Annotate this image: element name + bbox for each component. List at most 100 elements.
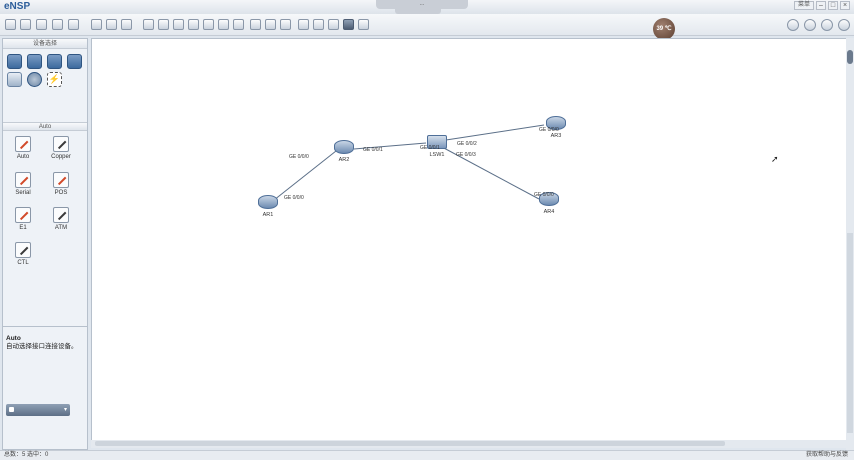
delete-icon[interactable] — [173, 19, 184, 30]
router-icon — [334, 140, 354, 154]
ctl-cable-icon — [15, 242, 31, 258]
undo-icon[interactable] — [106, 19, 117, 30]
node-label-ar1: AR1 — [262, 212, 274, 218]
copper-cable-icon — [53, 136, 69, 152]
move-icon[interactable] — [158, 19, 169, 30]
node-label-lsw1: LSW1 — [429, 152, 445, 158]
cpu-temperature-badge: 39 ℃ — [653, 18, 675, 40]
palette-icon[interactable] — [233, 19, 244, 30]
port-label: GE 0/0/1 — [363, 147, 383, 153]
cable-description-title: Auto — [6, 335, 21, 342]
router-ar3[interactable]: AR3 — [546, 116, 566, 139]
router-ar1[interactable]: AR1 — [258, 195, 278, 218]
switch-category-icon[interactable] — [27, 54, 42, 69]
zoom-out-icon[interactable] — [265, 19, 276, 30]
switch-icon — [427, 135, 447, 149]
menu-button[interactable]: 菜单 — [794, 1, 814, 10]
link-lsw1-ar4[interactable] — [441, 146, 540, 200]
pos-cable-icon — [53, 172, 69, 188]
minimize-button[interactable]: – — [816, 1, 826, 10]
new-lab-icon[interactable] — [20, 19, 31, 30]
new-topology-icon[interactable] — [5, 19, 16, 30]
zoom-fit-icon[interactable] — [280, 19, 291, 30]
start-device-icon[interactable] — [298, 19, 309, 30]
cable-pos[interactable]: POS — [43, 172, 79, 196]
cable-pos-label: POS — [54, 190, 68, 196]
print-icon[interactable] — [91, 19, 102, 30]
cable-e1-label: E1 — [19, 225, 27, 231]
open-icon[interactable] — [36, 19, 47, 30]
device-panel: 设备选择 ⚡ Auto Auto Copper Serial POS E1 AT… — [2, 38, 88, 450]
toolbar: 39 ℃ — [0, 14, 854, 40]
forum-icon[interactable] — [804, 19, 816, 31]
firewall-category-icon[interactable] — [67, 54, 82, 69]
select-icon[interactable] — [143, 19, 154, 30]
router-ar4[interactable]: AR4 — [539, 192, 559, 215]
wlan-category-icon[interactable] — [47, 54, 62, 69]
panel-dropdown[interactable]: ▾ — [6, 404, 70, 416]
atm-cable-icon — [53, 207, 69, 223]
cable-serial[interactable]: Serial — [5, 172, 41, 196]
router-ar2[interactable]: AR2 — [334, 140, 354, 163]
cable-atm[interactable]: ATM — [43, 207, 79, 231]
auto-cable-icon — [15, 136, 31, 152]
cable-copper-label: Copper — [51, 154, 71, 160]
zoom-in-icon[interactable] — [250, 19, 261, 30]
maximize-button[interactable]: □ — [828, 1, 838, 10]
status-bar: 总数：5 选中：0 获取帮助与反馈 — [0, 450, 854, 460]
rectangle-icon[interactable] — [218, 19, 229, 30]
cable-atm-label: ATM — [54, 225, 68, 231]
cable-category-icon[interactable]: ⚡ — [47, 72, 62, 87]
topology-canvas[interactable]: AR1 AR2 LSW1 AR3 AR4 GE 0/0/0 GE 0/0/0 G… — [91, 38, 847, 442]
save-as-icon[interactable] — [68, 19, 79, 30]
capture-icon[interactable] — [328, 19, 339, 30]
settings-icon[interactable] — [838, 19, 850, 31]
port-label: GE 0/0/0 — [284, 195, 304, 201]
cable-auto-label: Auto — [16, 154, 30, 160]
cable-ctl[interactable]: CTL — [5, 242, 41, 266]
help-icon[interactable] — [787, 19, 799, 31]
huawei-icon[interactable] — [821, 19, 833, 31]
router-icon — [539, 192, 559, 206]
vertical-scroll-thumb[interactable] — [847, 50, 853, 64]
vertical-scrollbar[interactable] — [846, 38, 854, 450]
save-icon[interactable] — [52, 19, 63, 30]
close-button[interactable]: × — [840, 1, 850, 10]
cloud-category-icon[interactable] — [27, 72, 42, 87]
text-icon[interactable] — [203, 19, 214, 30]
vertical-scroll-track[interactable] — [847, 233, 853, 433]
cable-auto[interactable]: Auto — [5, 136, 41, 160]
link-ar2-lsw1[interactable] — [353, 142, 427, 150]
topology-icon[interactable] — [358, 19, 369, 30]
switch-lsw1[interactable]: LSW1 — [427, 135, 447, 158]
device-category-grid: ⚡ — [3, 49, 87, 92]
horizontal-scroll-thumb[interactable] — [95, 441, 725, 446]
pc-category-icon[interactable] — [7, 72, 22, 87]
router-icon — [546, 116, 566, 130]
chevron-down-icon: ▾ — [63, 407, 67, 413]
title-bar: eNSP ... 菜单 – □ × — [0, 0, 854, 14]
link-lsw1-ar3[interactable] — [445, 124, 545, 141]
help-feedback-link[interactable]: 获取帮助与反馈 — [805, 452, 848, 458]
stop-device-icon[interactable] — [313, 19, 324, 30]
delete-all-icon[interactable] — [188, 19, 199, 30]
app-title: eNSP — [4, 1, 31, 12]
cli-icon[interactable] — [343, 19, 354, 30]
e1-cable-icon — [15, 207, 31, 223]
cable-ctl-label: CTL — [17, 260, 29, 266]
cable-copper[interactable]: Copper — [43, 136, 79, 160]
title-center-tab: ... — [376, 0, 468, 9]
cable-e1[interactable]: E1 — [5, 207, 41, 231]
cable-description-text: 自动选择接口连接设备。 — [6, 343, 78, 350]
topology-links — [268, 124, 545, 205]
status-count: 总数：5 选中：0 — [4, 452, 49, 458]
horizontal-scrollbar[interactable] — [91, 440, 847, 448]
router-category-icon[interactable] — [7, 54, 22, 69]
node-label-ar4: AR4 — [543, 209, 555, 215]
cable-serial-label: Serial — [15, 190, 31, 196]
serial-cable-icon — [15, 172, 31, 188]
link-ar1-ar2[interactable] — [268, 150, 337, 205]
port-label: GE 0/0/0 — [289, 154, 309, 160]
cable-description: Auto 自动选择接口连接设备。 — [6, 335, 84, 351]
redo-icon[interactable] — [121, 19, 132, 30]
